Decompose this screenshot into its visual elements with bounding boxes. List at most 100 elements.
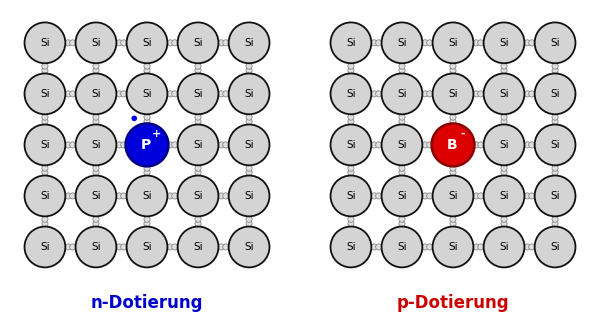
Circle shape bbox=[246, 165, 252, 171]
Circle shape bbox=[524, 193, 530, 199]
Text: Si: Si bbox=[346, 140, 356, 150]
Text: Si: Si bbox=[40, 38, 50, 48]
Circle shape bbox=[552, 165, 558, 171]
Circle shape bbox=[427, 91, 433, 97]
Circle shape bbox=[348, 68, 354, 74]
Circle shape bbox=[348, 118, 354, 125]
Circle shape bbox=[42, 118, 48, 125]
Circle shape bbox=[478, 40, 484, 46]
Circle shape bbox=[116, 193, 122, 199]
Circle shape bbox=[70, 142, 76, 148]
Text: Si: Si bbox=[40, 242, 50, 252]
Circle shape bbox=[484, 73, 524, 114]
Circle shape bbox=[399, 118, 405, 125]
Circle shape bbox=[144, 63, 150, 69]
Circle shape bbox=[478, 193, 484, 199]
Circle shape bbox=[422, 142, 428, 148]
Circle shape bbox=[450, 216, 456, 222]
Circle shape bbox=[76, 23, 116, 63]
Circle shape bbox=[25, 227, 65, 267]
Circle shape bbox=[501, 68, 507, 74]
Text: Si: Si bbox=[346, 38, 356, 48]
Circle shape bbox=[382, 23, 422, 63]
Circle shape bbox=[42, 221, 48, 227]
Circle shape bbox=[399, 63, 405, 69]
Circle shape bbox=[65, 40, 71, 46]
Circle shape bbox=[484, 125, 524, 165]
Circle shape bbox=[478, 244, 484, 250]
Text: Si: Si bbox=[550, 89, 560, 99]
Text: p-Dotierung: p-Dotierung bbox=[397, 294, 509, 312]
Text: Si: Si bbox=[499, 89, 509, 99]
Circle shape bbox=[478, 142, 484, 148]
Circle shape bbox=[524, 40, 530, 46]
Circle shape bbox=[223, 244, 229, 250]
Circle shape bbox=[552, 114, 558, 120]
Text: Si: Si bbox=[550, 242, 560, 252]
Circle shape bbox=[501, 114, 507, 120]
Circle shape bbox=[121, 40, 127, 46]
Circle shape bbox=[42, 63, 48, 69]
Circle shape bbox=[433, 23, 473, 63]
Circle shape bbox=[195, 216, 201, 222]
Circle shape bbox=[25, 125, 65, 165]
Circle shape bbox=[450, 68, 456, 74]
Text: Si: Si bbox=[244, 89, 254, 99]
Circle shape bbox=[382, 227, 422, 267]
Circle shape bbox=[331, 175, 371, 216]
Circle shape bbox=[427, 40, 433, 46]
Circle shape bbox=[529, 40, 535, 46]
Circle shape bbox=[195, 170, 201, 176]
Circle shape bbox=[535, 227, 575, 267]
Circle shape bbox=[501, 170, 507, 176]
Text: Si: Si bbox=[448, 191, 458, 201]
Circle shape bbox=[331, 23, 371, 63]
Circle shape bbox=[127, 175, 167, 216]
Circle shape bbox=[450, 114, 456, 120]
Text: Si: Si bbox=[142, 89, 152, 99]
Text: Si: Si bbox=[397, 242, 407, 252]
Circle shape bbox=[42, 216, 48, 222]
Circle shape bbox=[501, 221, 507, 227]
Text: B: B bbox=[446, 138, 457, 152]
Text: Si: Si bbox=[142, 38, 152, 48]
Circle shape bbox=[331, 227, 371, 267]
Circle shape bbox=[450, 63, 456, 69]
Circle shape bbox=[218, 142, 224, 148]
Circle shape bbox=[125, 123, 169, 166]
Circle shape bbox=[552, 118, 558, 125]
Circle shape bbox=[376, 40, 382, 46]
Circle shape bbox=[331, 73, 371, 114]
Circle shape bbox=[478, 91, 484, 97]
Circle shape bbox=[65, 91, 71, 97]
Text: Si: Si bbox=[346, 89, 356, 99]
Circle shape bbox=[552, 68, 558, 74]
Circle shape bbox=[144, 216, 150, 222]
Circle shape bbox=[144, 221, 150, 227]
Circle shape bbox=[167, 142, 173, 148]
Circle shape bbox=[76, 227, 116, 267]
Circle shape bbox=[195, 221, 201, 227]
Circle shape bbox=[178, 175, 218, 216]
Circle shape bbox=[431, 123, 475, 166]
Text: Si: Si bbox=[448, 242, 458, 252]
Circle shape bbox=[127, 73, 167, 114]
Circle shape bbox=[371, 91, 377, 97]
Text: Si: Si bbox=[346, 242, 356, 252]
Circle shape bbox=[382, 125, 422, 165]
Circle shape bbox=[144, 68, 150, 74]
Text: Si: Si bbox=[499, 38, 509, 48]
Circle shape bbox=[93, 165, 99, 171]
Circle shape bbox=[223, 91, 229, 97]
Circle shape bbox=[178, 23, 218, 63]
Circle shape bbox=[70, 193, 76, 199]
Circle shape bbox=[529, 91, 535, 97]
Circle shape bbox=[529, 142, 535, 148]
Circle shape bbox=[473, 193, 479, 199]
Circle shape bbox=[246, 216, 252, 222]
Circle shape bbox=[121, 193, 127, 199]
Circle shape bbox=[399, 68, 405, 74]
Circle shape bbox=[65, 142, 71, 148]
Circle shape bbox=[70, 40, 76, 46]
Text: Si: Si bbox=[397, 89, 407, 99]
